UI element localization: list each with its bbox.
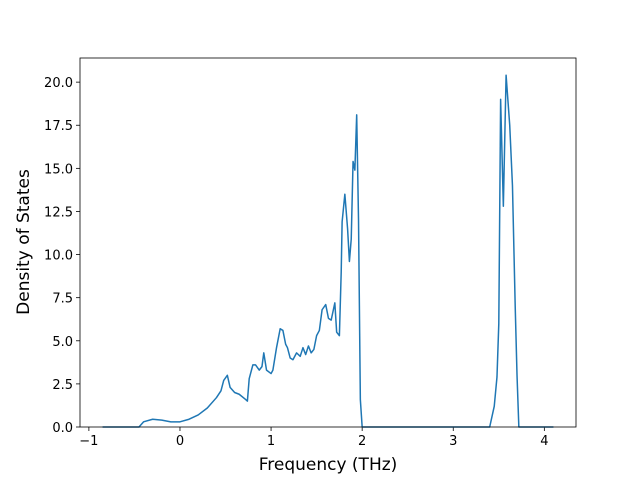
y-tick-label: 10.0 <box>44 249 73 264</box>
y-tick-label: 0.0 <box>52 421 73 436</box>
x-tick-label: −1 <box>79 434 98 449</box>
x-tick-label: 0 <box>176 434 184 449</box>
y-tick-label: 5.0 <box>52 335 73 350</box>
x-tick-label: 1 <box>267 434 275 449</box>
x-tick-label: 3 <box>449 434 457 449</box>
y-axis-title: Density of States <box>14 169 34 315</box>
y-tick-label: 20.0 <box>44 76 73 91</box>
y-tick-label: 15.0 <box>44 162 73 177</box>
y-tick-label: 12.5 <box>44 205 73 220</box>
x-tick-label: 2 <box>358 434 366 449</box>
line-series <box>102 74 554 428</box>
x-axis-title: Frequency (THz) <box>259 455 398 475</box>
plot-frame <box>79 57 577 428</box>
y-tick-label: 7.5 <box>52 292 73 307</box>
y-tick-label: 17.5 <box>44 119 73 134</box>
x-tick-label: 4 <box>540 434 548 449</box>
y-tick-label: 2.5 <box>52 378 73 393</box>
